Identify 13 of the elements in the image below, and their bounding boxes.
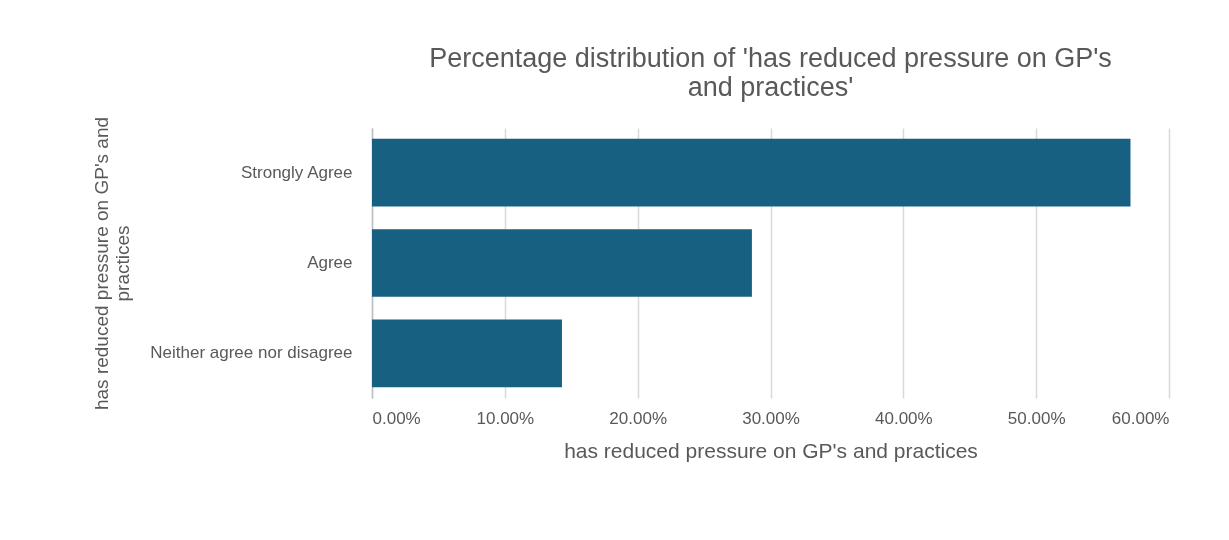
y-tick-label: Strongly Agree xyxy=(240,162,353,182)
x-tick-label: 20.00% xyxy=(609,408,667,428)
x-tick-label: 10.00% xyxy=(476,408,535,428)
chart-title: Percentage distribution of 'has reduced pressure on GP's and practices' xyxy=(429,43,1112,103)
x-tick-label: 30.00% xyxy=(742,408,800,428)
x-tick-label: 40.00% xyxy=(875,408,933,428)
y-tick-label: Neither agree nor disagree xyxy=(150,343,353,363)
x-tick-label: 0.00% xyxy=(372,408,421,428)
x-tick-label: 50.00% xyxy=(1007,408,1066,428)
x-axis-title: has reduced pressure on GP's and practices xyxy=(564,438,978,462)
y-tick-label: Agree xyxy=(307,253,353,272)
y-axis-title: has reduced pressure on GP's and practices xyxy=(90,116,133,411)
x-tick-label: 60.00% xyxy=(1111,408,1170,428)
